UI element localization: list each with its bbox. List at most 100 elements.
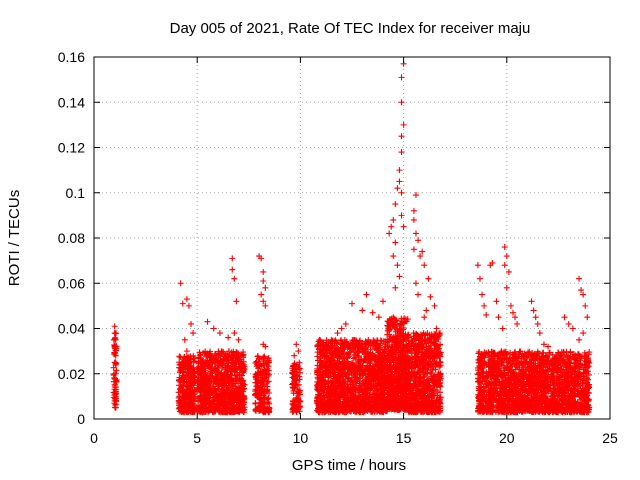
data-point <box>365 398 372 405</box>
data-point <box>240 392 247 399</box>
data-point <box>210 394 217 401</box>
data-point <box>213 376 220 383</box>
data-point <box>345 404 352 411</box>
data-point <box>335 349 342 356</box>
data-point <box>239 369 246 376</box>
data-point <box>341 407 348 414</box>
data-point <box>263 407 270 414</box>
data-point <box>218 394 225 401</box>
data-point <box>215 362 222 369</box>
data-point <box>344 358 351 365</box>
data-point <box>314 400 321 407</box>
data-point <box>326 348 333 355</box>
data-point <box>257 394 264 401</box>
data-point <box>347 399 354 406</box>
data-point <box>322 401 329 408</box>
data-point <box>240 349 247 356</box>
data-point <box>325 339 332 346</box>
data-point <box>236 356 243 363</box>
data-point <box>202 349 209 356</box>
data-point <box>337 360 344 367</box>
data-point <box>260 354 267 361</box>
data-point <box>183 376 190 383</box>
data-point <box>315 346 322 353</box>
data-point <box>254 378 261 385</box>
data-point <box>373 374 380 381</box>
data-point <box>362 364 369 371</box>
data-point <box>348 374 355 381</box>
data-point <box>368 408 375 415</box>
data-point <box>364 389 371 396</box>
data-point <box>206 350 213 357</box>
data-point <box>113 367 120 374</box>
data-point <box>344 391 351 398</box>
data-point <box>332 364 339 371</box>
data-point <box>370 389 377 396</box>
data-point <box>355 349 362 356</box>
data-point <box>317 337 324 344</box>
data-point <box>258 362 265 369</box>
data-point <box>372 374 379 381</box>
data-point <box>218 400 225 407</box>
data-point <box>315 393 322 400</box>
data-point <box>341 383 348 390</box>
data-point <box>240 365 247 372</box>
data-point <box>177 378 184 385</box>
data-point <box>351 379 358 386</box>
data-point <box>359 392 366 399</box>
data-point <box>360 402 367 409</box>
data-point <box>230 406 237 413</box>
data-point <box>346 378 353 385</box>
data-point <box>364 379 371 386</box>
data-point <box>240 409 247 416</box>
data-point <box>341 354 348 361</box>
data-point <box>335 398 342 405</box>
data-point <box>176 382 183 389</box>
data-point <box>373 382 380 389</box>
data-point <box>229 383 236 390</box>
data-point <box>322 367 329 374</box>
data-point <box>357 400 364 407</box>
data-point <box>214 358 221 365</box>
data-point <box>347 348 354 355</box>
data-point <box>185 388 192 395</box>
data-point <box>353 337 360 344</box>
data-point <box>184 404 191 411</box>
data-point <box>239 360 246 367</box>
data-point <box>371 367 378 374</box>
data-point <box>330 375 337 382</box>
data-point <box>212 406 219 413</box>
data-point <box>198 359 205 366</box>
data-point <box>110 364 117 371</box>
data-point <box>339 370 346 377</box>
data-point <box>198 374 205 381</box>
data-point <box>314 405 321 412</box>
data-point <box>321 377 328 384</box>
data-point <box>365 342 372 349</box>
data-point <box>231 380 238 387</box>
data-point <box>260 409 267 416</box>
data-point <box>370 352 377 359</box>
data-point <box>199 385 206 392</box>
data-point <box>352 386 359 393</box>
data-point <box>377 368 384 375</box>
data-point <box>380 399 387 406</box>
data-point <box>185 369 192 376</box>
data-point <box>315 386 322 393</box>
data-point <box>175 397 182 404</box>
data-point <box>176 405 183 412</box>
data-point <box>224 352 231 359</box>
data-point <box>374 349 381 356</box>
data-point <box>232 376 239 383</box>
data-point <box>334 378 341 385</box>
data-point <box>378 392 385 399</box>
data-point <box>252 400 259 407</box>
data-point <box>186 408 193 415</box>
data-point <box>328 398 335 405</box>
data-point <box>343 340 350 347</box>
data-point <box>176 353 183 360</box>
data-point <box>212 351 219 358</box>
data-point <box>327 389 334 396</box>
data-point <box>181 392 188 399</box>
data-point <box>295 381 302 388</box>
